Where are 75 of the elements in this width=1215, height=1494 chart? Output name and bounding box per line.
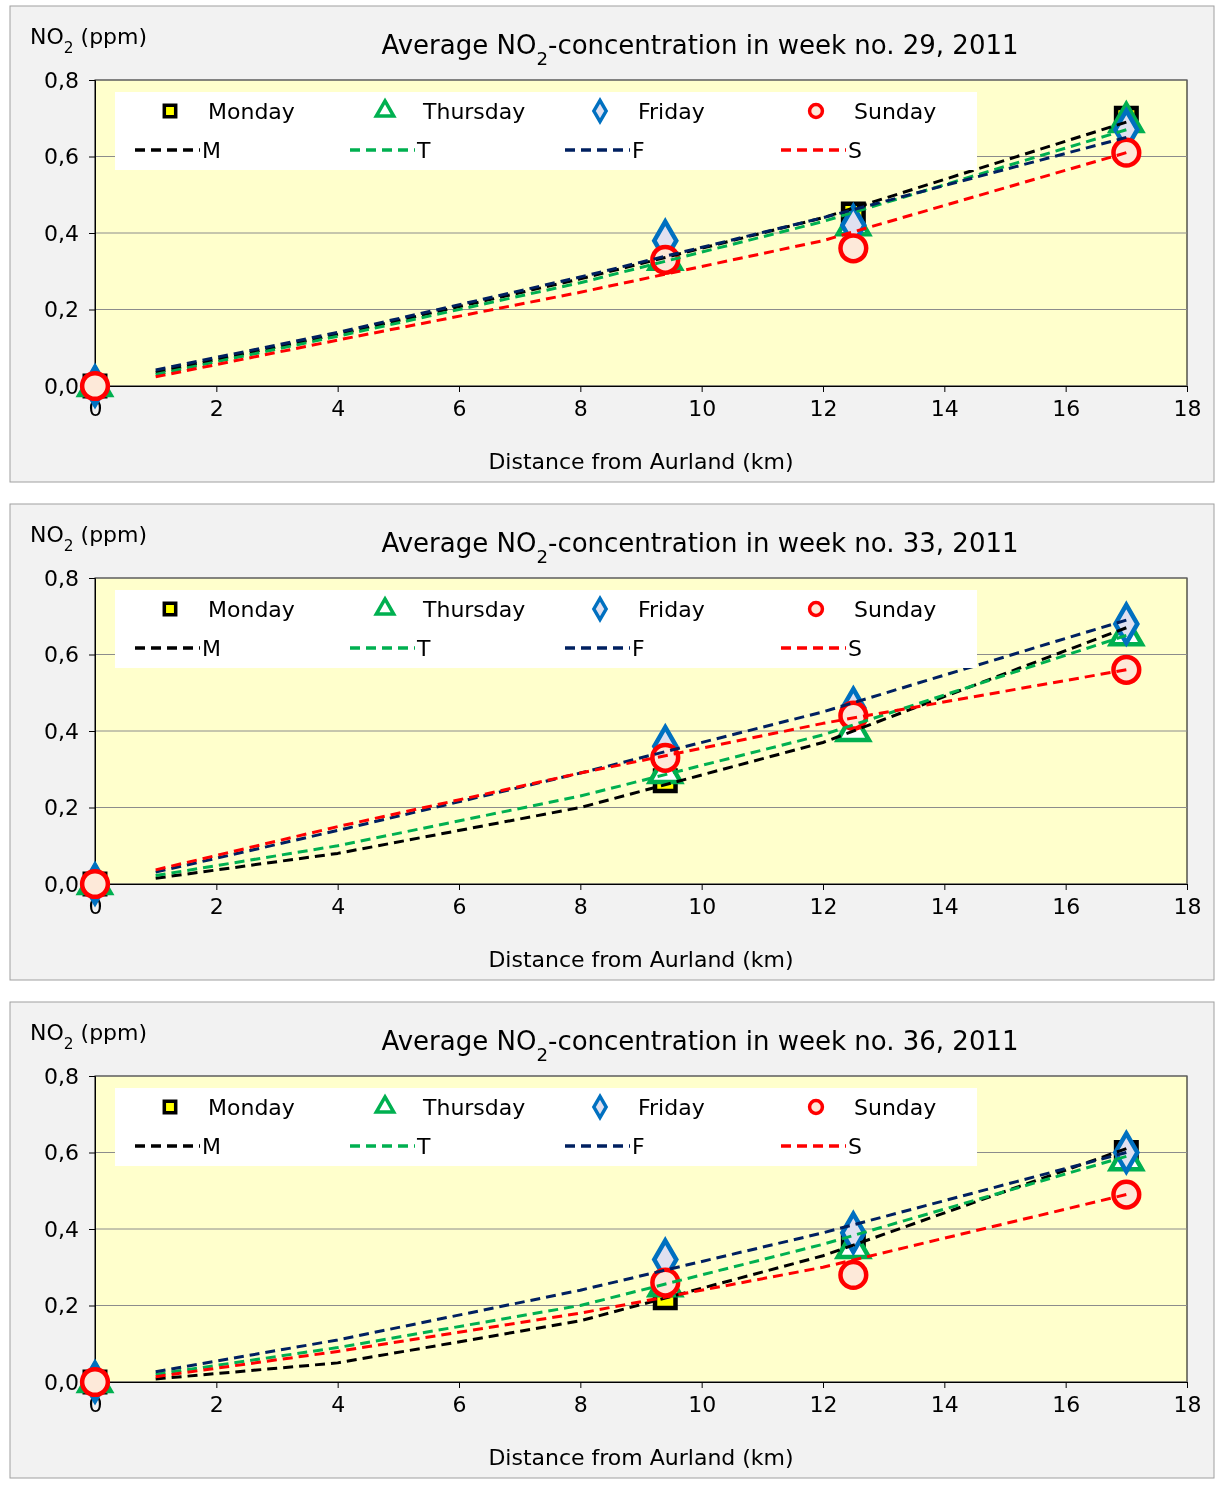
y-tick-label: 0,8 — [44, 565, 79, 591]
x-tick-label: 6 — [452, 893, 467, 919]
x-tick-label: 2 — [209, 1391, 224, 1417]
y-tick-label: 0,0 — [44, 373, 79, 399]
x-tick-label: 4 — [331, 395, 346, 421]
legend-label: T — [416, 138, 431, 163]
x-tick-label: 6 — [452, 395, 467, 421]
chart-title: Average NO$_{2}$-concentration in week no. 33, 2011 — [381, 528, 1019, 567]
y-tick-label: 0,6 — [44, 1140, 79, 1166]
x-tick-label: 12 — [809, 893, 838, 919]
x-tick-label: 2 — [209, 395, 224, 421]
x-axis-title: Distance from Aurland (km) — [488, 449, 794, 474]
y-tick-label: 0,8 — [44, 67, 79, 93]
y-tick-label: 0,6 — [44, 642, 79, 668]
y-tick-label: 0,6 — [44, 144, 79, 170]
x-tick-label: 10 — [688, 893, 717, 919]
x-tick-label: 16 — [1052, 395, 1081, 421]
legend-label: S — [848, 1134, 862, 1159]
x-tick-label: 10 — [688, 395, 717, 421]
x-tick-label: 4 — [331, 1391, 346, 1417]
x-tick-label: 8 — [573, 893, 588, 919]
y-tick-label: 0,4 — [44, 718, 79, 744]
legend-label: Monday — [208, 597, 295, 622]
y-axis-title: NO$_{2}$ (ppm) — [30, 1020, 148, 1053]
legend-label: Friday — [638, 1095, 705, 1120]
x-axis-title: Distance from Aurland (km) — [488, 947, 794, 972]
x-tick-label: 12 — [809, 395, 838, 421]
y-tick-label: 0,0 — [44, 871, 79, 897]
legend-label: S — [848, 636, 862, 661]
legend-label: M — [202, 138, 221, 163]
y-tick-label: 0,2 — [44, 1293, 79, 1319]
legend-label: F — [632, 636, 645, 661]
legend-label: Monday — [208, 1095, 295, 1120]
legend-label: Monday — [208, 99, 295, 124]
chart-title: Average NO$_{2}$-concentration in week no. 36, 2011 — [381, 1026, 1019, 1065]
legend-label: Friday — [638, 99, 705, 124]
y-axis-title: NO$_{2}$ (ppm) — [30, 522, 148, 555]
legend-label: Thursday — [422, 99, 526, 124]
legend-label: Sunday — [854, 1095, 937, 1120]
y-tick-label: 0,0 — [44, 1369, 79, 1395]
legend-label: F — [632, 138, 645, 163]
legend-label: T — [416, 1134, 431, 1159]
x-tick-label: 6 — [452, 1391, 467, 1417]
legend-label: F — [632, 1134, 645, 1159]
x-tick-label: 8 — [573, 1391, 588, 1417]
y-tick-label: 0,4 — [44, 1216, 79, 1242]
chart-title: Average NO$_{2}$-concentration in week no. 29, 2011 — [381, 30, 1019, 69]
x-tick-label: 16 — [1052, 893, 1081, 919]
x-tick-label: 18 — [1173, 893, 1202, 919]
legend-label: Thursday — [422, 597, 526, 622]
x-tick-label: 14 — [930, 893, 959, 919]
y-tick-label: 0,4 — [44, 220, 79, 246]
x-tick-label: 16 — [1052, 1391, 1081, 1417]
y-tick-label: 0,8 — [44, 1063, 79, 1089]
x-tick-label: 4 — [331, 893, 346, 919]
x-tick-label: 2 — [209, 893, 224, 919]
x-tick-label: 14 — [930, 1391, 959, 1417]
x-tick-label: 18 — [1173, 1391, 1202, 1417]
x-tick-label: 12 — [809, 1391, 838, 1417]
x-tick-label: 14 — [930, 395, 959, 421]
x-tick-label: 10 — [688, 1391, 717, 1417]
legend-label: Thursday — [422, 1095, 526, 1120]
legend-label: Sunday — [854, 99, 937, 124]
legend-label: Friday — [638, 597, 705, 622]
x-tick-label: 8 — [573, 395, 588, 421]
legend-label: Sunday — [854, 597, 937, 622]
legend-label: T — [416, 636, 431, 661]
legend-label: S — [848, 138, 862, 163]
legend-label: M — [202, 1134, 221, 1159]
legend-label: M — [202, 636, 221, 661]
y-axis-title: NO$_{2}$ (ppm) — [30, 24, 148, 57]
y-tick-label: 0,2 — [44, 297, 79, 323]
y-tick-label: 0,2 — [44, 795, 79, 821]
x-tick-label: 18 — [1173, 395, 1202, 421]
x-axis-title: Distance from Aurland (km) — [488, 1445, 794, 1470]
